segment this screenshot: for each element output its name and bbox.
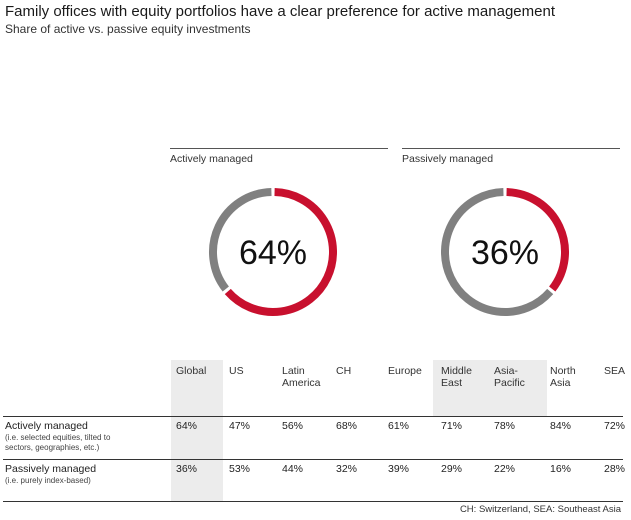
footnote: CH: Switzerland, SEA: Southeast Asia (459, 504, 621, 515)
table-cell: 56% (282, 420, 304, 432)
col-head-ch: CH (336, 365, 352, 377)
table-cell: 44% (282, 463, 304, 475)
col-head-latin-america: Latin America (282, 365, 321, 389)
active-donut: 64% (209, 188, 337, 316)
table-cell: 16% (550, 463, 572, 475)
table-cell: 39% (388, 463, 410, 475)
passive-panel-rule (402, 148, 620, 149)
table-cell: 71% (441, 420, 463, 432)
chart-title: Family offices with equity portfolios ha… (5, 3, 555, 20)
chart-subtitle: Share of active vs. passive equity inves… (5, 22, 251, 36)
donut-0-center-label: 64% (239, 234, 307, 272)
active-panel-rule (170, 148, 388, 149)
col-head-sea: SEA (604, 365, 626, 377)
col-head-us: US (229, 365, 244, 377)
region-column-highlight (433, 360, 547, 416)
table-cell: 72% (604, 420, 626, 432)
table-cell: 28% (604, 463, 626, 475)
row-label-passive: Passively managed (5, 463, 97, 475)
table-rule-middle (3, 459, 623, 460)
donut-0-slice-1 (209, 188, 272, 292)
table-cell: 53% (229, 463, 251, 475)
table-cell: 68% (336, 420, 358, 432)
row-desc-passive: (i.e. purely index-based) (5, 476, 91, 485)
table-cell: 32% (336, 463, 358, 475)
table-cell: 29% (441, 463, 463, 475)
col-head-north-asia: North Asia (550, 365, 576, 389)
table-cell: 36% (176, 463, 198, 475)
active-panel-label: Actively managed (170, 153, 253, 165)
table-cell: 78% (494, 420, 516, 432)
col-head-global: Global (176, 365, 207, 377)
table-cell: 84% (550, 420, 572, 432)
row-label-active: Actively managed (5, 420, 88, 432)
table-cell: 61% (388, 420, 410, 432)
col-head-middle-east: Middle East (441, 365, 472, 389)
table-rule-top (3, 416, 623, 417)
col-head-asia-pacific: Asia- Pacific (494, 365, 525, 389)
table-cell: 22% (494, 463, 516, 475)
row-desc-active: (i.e. selected equities, tilted to secto… (5, 433, 111, 452)
donut-1-center-label: 36% (471, 234, 539, 272)
passive-panel: Passively managed 36% (402, 148, 620, 316)
passive-donut: 36% (441, 188, 569, 316)
donut-1-slice-0 (506, 188, 569, 292)
table-cell: 47% (229, 420, 251, 432)
passive-panel-label: Passively managed (402, 153, 494, 165)
col-head-europe: Europe (388, 365, 422, 377)
global-column-highlight (171, 360, 223, 502)
active-panel: Actively managed 64% (170, 148, 388, 316)
donut-1-slice-1 (441, 188, 554, 316)
table-cell: 64% (176, 420, 198, 432)
table-rule-bottom (3, 501, 623, 502)
donut-0-slice-0 (224, 188, 337, 316)
